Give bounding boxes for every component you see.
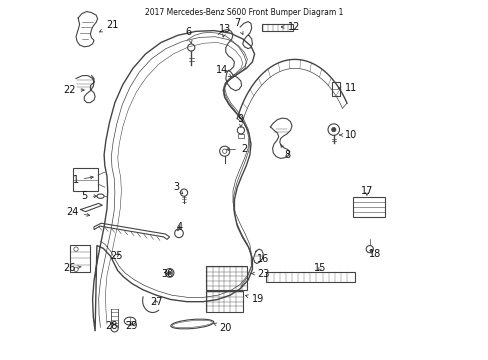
Text: 20: 20: [213, 323, 231, 333]
Text: 4: 4: [176, 222, 183, 232]
Text: 26: 26: [63, 263, 81, 273]
Text: 17: 17: [360, 186, 372, 196]
Text: 12: 12: [281, 22, 300, 32]
Text: 19: 19: [245, 294, 264, 304]
Text: 1: 1: [73, 175, 93, 185]
Text: 8: 8: [280, 144, 290, 160]
Text: 13: 13: [219, 24, 231, 37]
Text: 27: 27: [150, 297, 162, 307]
Text: 3: 3: [173, 182, 183, 194]
Text: 18: 18: [368, 249, 380, 259]
Circle shape: [167, 271, 171, 275]
Text: 5: 5: [81, 191, 97, 201]
Text: 9: 9: [237, 114, 244, 127]
Text: 23: 23: [251, 269, 269, 279]
Text: 21: 21: [100, 20, 118, 32]
Text: 11: 11: [338, 83, 357, 93]
Circle shape: [331, 127, 335, 132]
Text: 10: 10: [339, 130, 357, 140]
Text: 7: 7: [234, 18, 243, 35]
Text: 14: 14: [216, 65, 231, 77]
Text: 6: 6: [185, 27, 192, 43]
Text: 2017 Mercedes-Benz S600 Front Bumper Diagram 1: 2017 Mercedes-Benz S600 Front Bumper Dia…: [145, 8, 343, 17]
Text: 25: 25: [110, 251, 122, 261]
Text: 29: 29: [124, 321, 137, 331]
Text: 28: 28: [105, 321, 117, 331]
Text: 15: 15: [313, 263, 325, 273]
Text: 16: 16: [257, 254, 269, 264]
Text: 24: 24: [66, 207, 89, 217]
Text: 30: 30: [161, 269, 173, 279]
Text: 22: 22: [62, 85, 84, 95]
Text: 2: 2: [226, 144, 246, 154]
